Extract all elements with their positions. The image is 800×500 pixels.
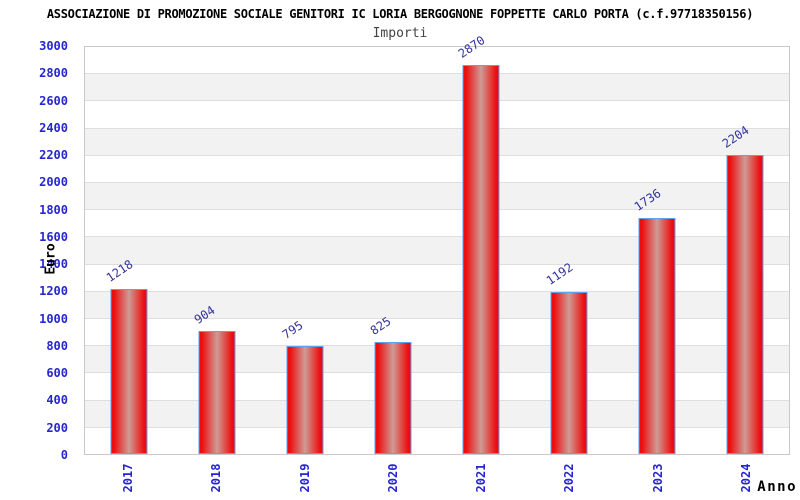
x-axis: 2017 2018 2019 2020 2021 2022 2023 2024 bbox=[84, 457, 790, 499]
y-tick-label: 400 bbox=[46, 393, 68, 408]
x-tick-cell: 2023 bbox=[614, 457, 702, 499]
y-tick-label: 2000 bbox=[39, 175, 68, 190]
y-axis: 0 200 400 600 800 1000 1200 1400 1600 1800 2000 220… bbox=[0, 40, 76, 461]
x-tick-label: 2024 bbox=[738, 463, 753, 493]
bar-2017 bbox=[110, 288, 148, 454]
y-tick-label: 2800 bbox=[39, 66, 68, 81]
x-tick-label: 2019 bbox=[297, 463, 312, 493]
bar-group-2023: 1736 bbox=[613, 47, 701, 454]
x-tick-label: 2020 bbox=[385, 463, 400, 493]
chart-subtitle: Importi bbox=[372, 26, 428, 41]
y-tick-label: 3000 bbox=[39, 39, 68, 53]
y-tick-label: 1400 bbox=[39, 257, 68, 272]
y-tick-label: 200 bbox=[46, 420, 68, 435]
bar-group-2024: 2204 bbox=[701, 47, 789, 454]
x-tick-cell: 2020 bbox=[349, 457, 437, 499]
plot-area: 1218 904 795 825 2870 1192 1736 2204 bbox=[84, 33, 790, 455]
bar-value-label: 1736 bbox=[631, 186, 664, 215]
y-tick-label: 2400 bbox=[39, 120, 68, 135]
y-tick-label: 1800 bbox=[39, 202, 68, 217]
y-tick-label: 1000 bbox=[39, 311, 68, 326]
plot-band bbox=[85, 47, 789, 74]
bar-2019 bbox=[286, 346, 324, 454]
y-tick-label: 0 bbox=[60, 448, 68, 462]
x-tick-label: 2017 bbox=[121, 463, 136, 493]
x-tick-cell: 2022 bbox=[525, 457, 613, 499]
bar-2021 bbox=[462, 64, 500, 454]
y-tick-label: 600 bbox=[46, 366, 68, 381]
x-tick-cell: 2019 bbox=[261, 457, 349, 499]
y-tick-label: 2600 bbox=[39, 93, 68, 108]
bar-2020 bbox=[374, 342, 412, 454]
bar-2018 bbox=[198, 331, 236, 454]
bar-value-label: 1218 bbox=[103, 256, 136, 285]
bar-group-2021: 2870 bbox=[437, 33, 525, 454]
y-tick-label: 2200 bbox=[39, 148, 68, 163]
bar-group-2018: 904 bbox=[173, 47, 261, 454]
bar-group-2020: 825 bbox=[349, 47, 437, 454]
y-axis-title: Euro bbox=[43, 243, 59, 275]
bar-value-label: 904 bbox=[191, 303, 218, 328]
bar-value-label: 1192 bbox=[543, 260, 576, 289]
bar-2024 bbox=[726, 155, 764, 454]
bar-value-label: 825 bbox=[367, 314, 394, 338]
bar-group-2017: 1218 bbox=[85, 47, 173, 454]
x-axis-title: Anno bbox=[757, 479, 797, 495]
y-tick-label: 800 bbox=[46, 338, 68, 353]
bar-value-label: 795 bbox=[279, 318, 306, 342]
bar-2022 bbox=[550, 292, 588, 454]
y-tick-label: 1600 bbox=[39, 229, 68, 244]
x-tick-label: 2022 bbox=[562, 463, 577, 493]
bar-value-label: 2204 bbox=[719, 123, 752, 151]
y-tick-label: 1200 bbox=[39, 284, 68, 299]
plot-band bbox=[85, 100, 789, 128]
chart-title: ASSOCIAZIONE DI PROMOZIONE SOCIALE GENIT… bbox=[46, 7, 754, 21]
x-tick-cell: 2018 bbox=[172, 457, 260, 499]
bar-group-2022: 1192 bbox=[525, 47, 613, 454]
x-tick-label: 2023 bbox=[650, 463, 665, 493]
x-tick-label: 2018 bbox=[209, 463, 224, 493]
bar-group-2019: 795 bbox=[261, 47, 349, 454]
x-tick-cell: 2017 bbox=[84, 457, 172, 499]
plot-band bbox=[85, 182, 789, 210]
x-tick-cell: 2021 bbox=[437, 457, 525, 499]
plot-band bbox=[85, 73, 789, 101]
x-tick-label: 2021 bbox=[474, 463, 489, 493]
bar-2023 bbox=[638, 218, 676, 454]
plot-band bbox=[85, 127, 789, 155]
bars-container: 1218 904 795 825 2870 1192 1736 2204 bbox=[85, 33, 789, 454]
plot-band bbox=[85, 154, 789, 183]
